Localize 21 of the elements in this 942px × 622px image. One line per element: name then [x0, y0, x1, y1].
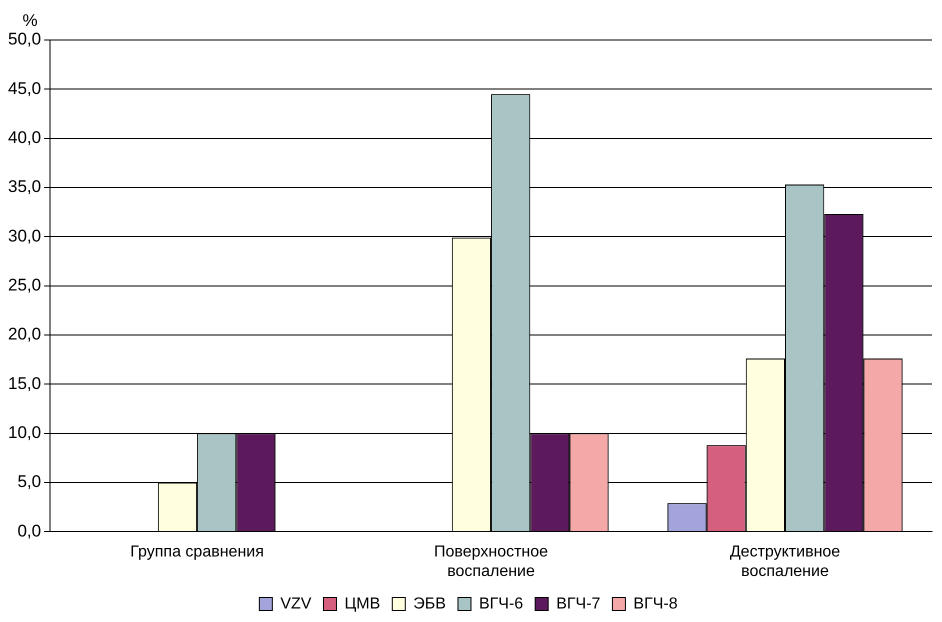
legend-label: ВГЧ-6 — [478, 595, 524, 612]
legend-label: ЭБВ — [413, 595, 446, 612]
x-tick-label: Группа сравнения — [130, 544, 264, 561]
y-axis-title: % — [22, 11, 38, 30]
y-tick-label: 35,0 — [8, 177, 42, 196]
legend-label: ВГЧ-7 — [556, 595, 601, 612]
legend-label: VZV — [280, 595, 312, 612]
y-tick-label: 30,0 — [8, 226, 42, 246]
legend-label: ЦМВ — [344, 595, 380, 612]
y-tick-label: 25,0 — [8, 275, 42, 294]
y-tick-label: 45,0 — [8, 78, 42, 98]
y-tick-label: 10,0 — [8, 422, 42, 442]
y-tick-label: 15,0 — [8, 374, 42, 393]
legend-label: ВГЧ-8 — [633, 595, 678, 612]
y-tick-label: 20,0 — [8, 324, 42, 344]
y-tick-label: 5,0 — [17, 472, 42, 492]
x-tick-label: Поверхностное воспаление — [434, 544, 548, 580]
y-tick-label: 0,0 — [17, 521, 42, 540]
y-tick-label: 50,0 — [8, 30, 42, 49]
x-tick-label: Деструктивное воспаление — [730, 544, 840, 580]
y-tick-label: 40,0 — [8, 128, 42, 148]
